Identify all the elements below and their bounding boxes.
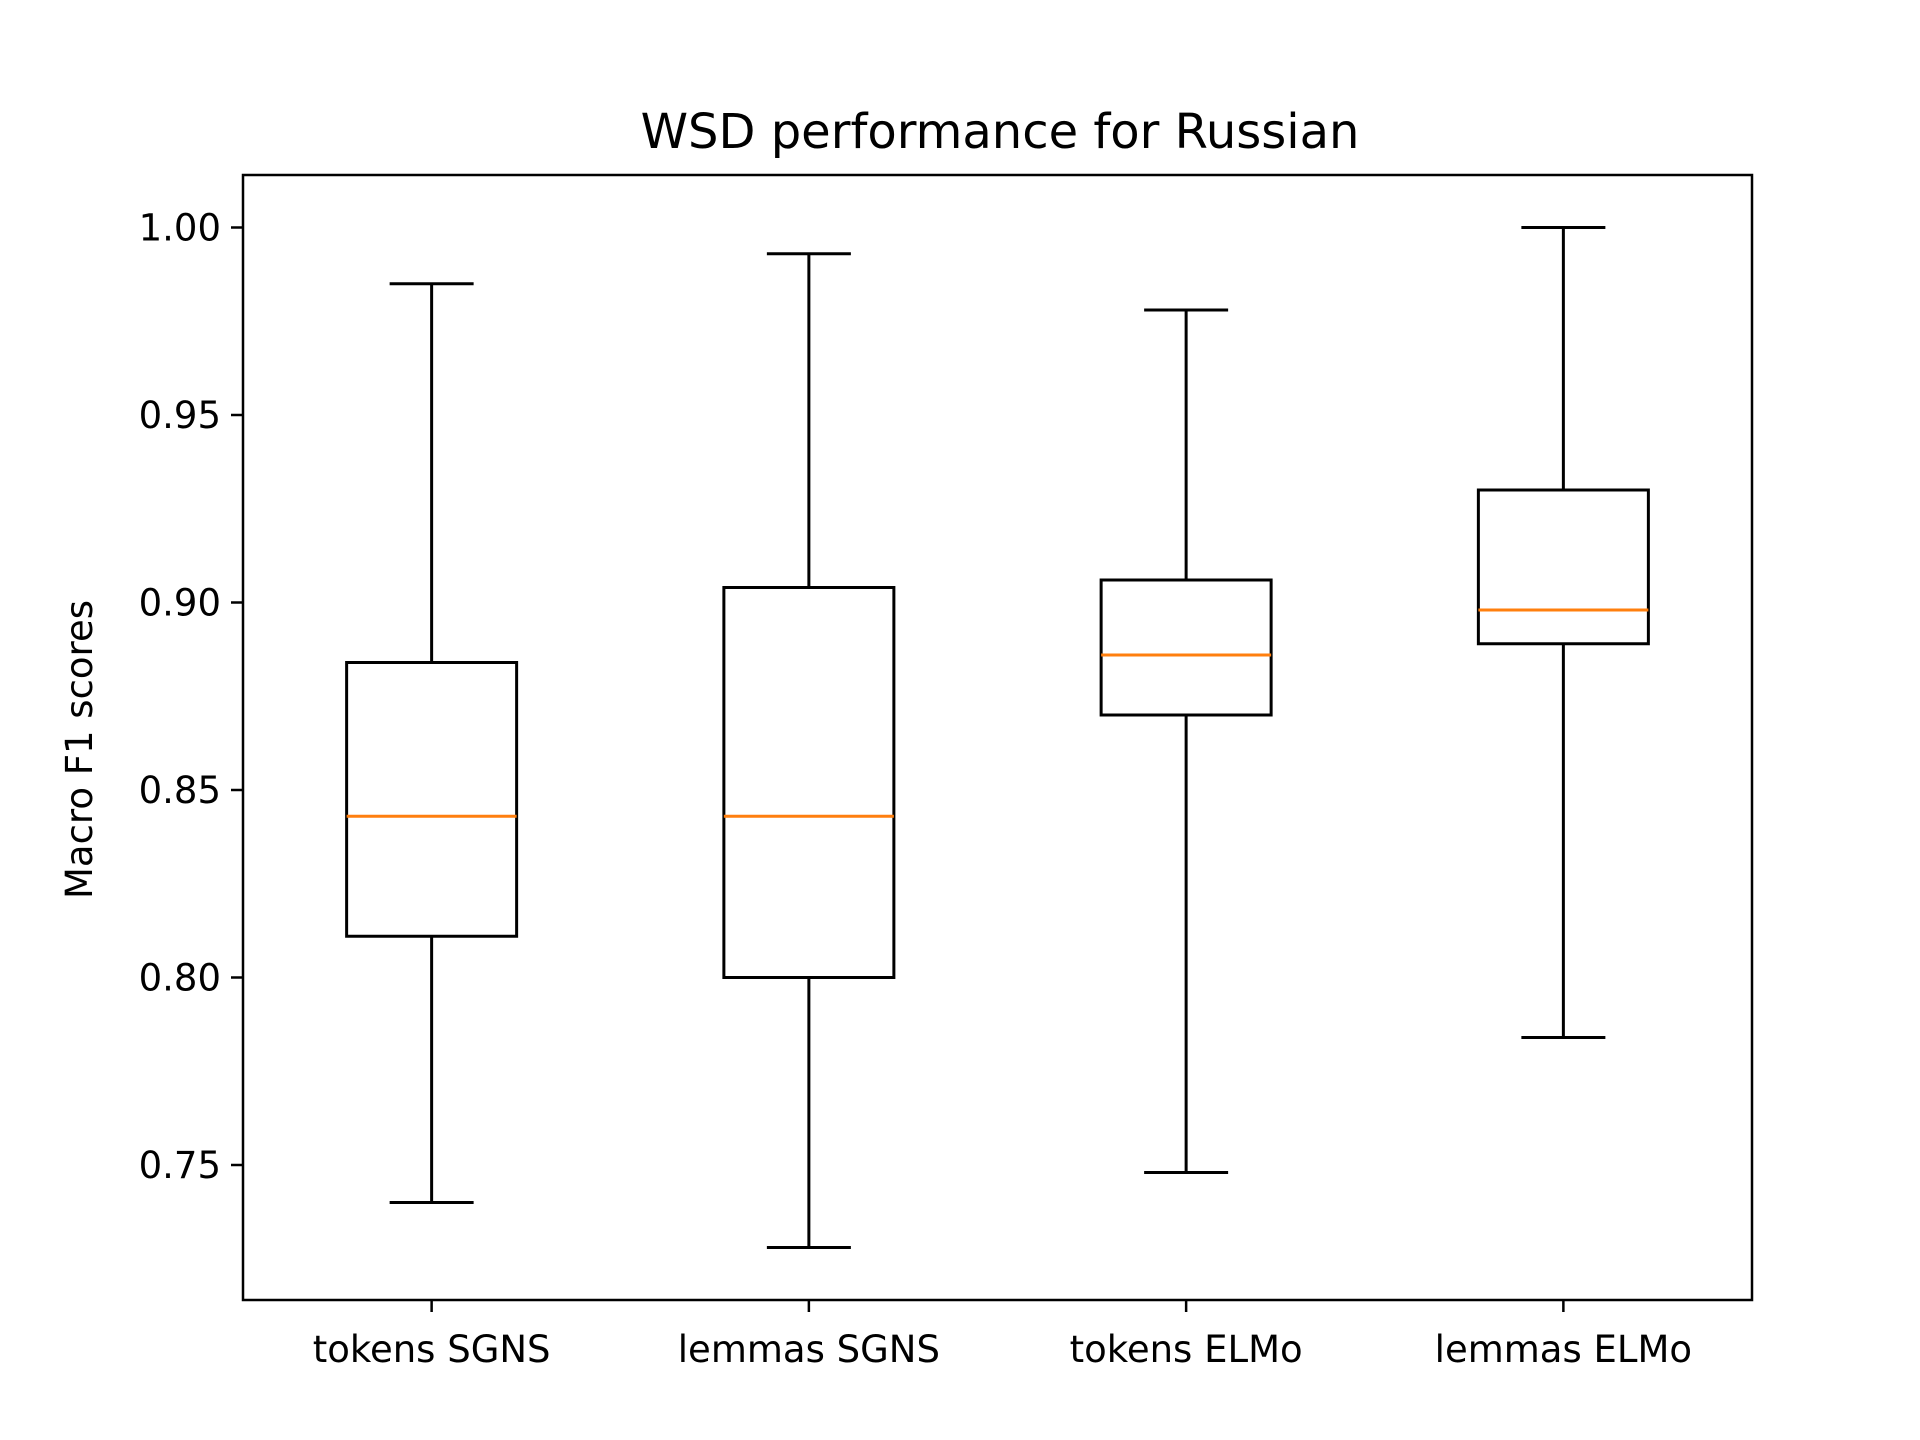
y-axis-label: Macro F1 scores bbox=[58, 600, 101, 899]
y-tick-label-0: 0.75 bbox=[139, 1144, 221, 1187]
y-tick-label-3: 0.90 bbox=[139, 582, 221, 625]
y-tick-label-5: 1.00 bbox=[139, 207, 221, 250]
x-tick-label-0: tokens SGNS bbox=[313, 1328, 551, 1371]
x-tick-label-2: tokens ELMo bbox=[1070, 1328, 1303, 1371]
x-tick-label-3: lemmas ELMo bbox=[1435, 1328, 1692, 1371]
y-tick-label-1: 0.80 bbox=[139, 957, 221, 1000]
box-0 bbox=[345, 661, 519, 938]
x-tick-label-1: lemmas SGNS bbox=[678, 1328, 940, 1371]
plot-frame bbox=[241, 173, 1754, 1302]
box-3 bbox=[1476, 488, 1650, 646]
chart-title: WSD performance for Russian bbox=[641, 104, 1360, 160]
box-2 bbox=[1099, 578, 1273, 717]
plot-marks: 0.75 0.80 0.85 0.90 0.95 1.00 tokens SGNS lemma… bbox=[139, 207, 1692, 1372]
y-tick-label-4: 0.95 bbox=[139, 394, 221, 437]
y-tick-label-2: 0.85 bbox=[139, 769, 221, 812]
box-1 bbox=[722, 586, 896, 979]
